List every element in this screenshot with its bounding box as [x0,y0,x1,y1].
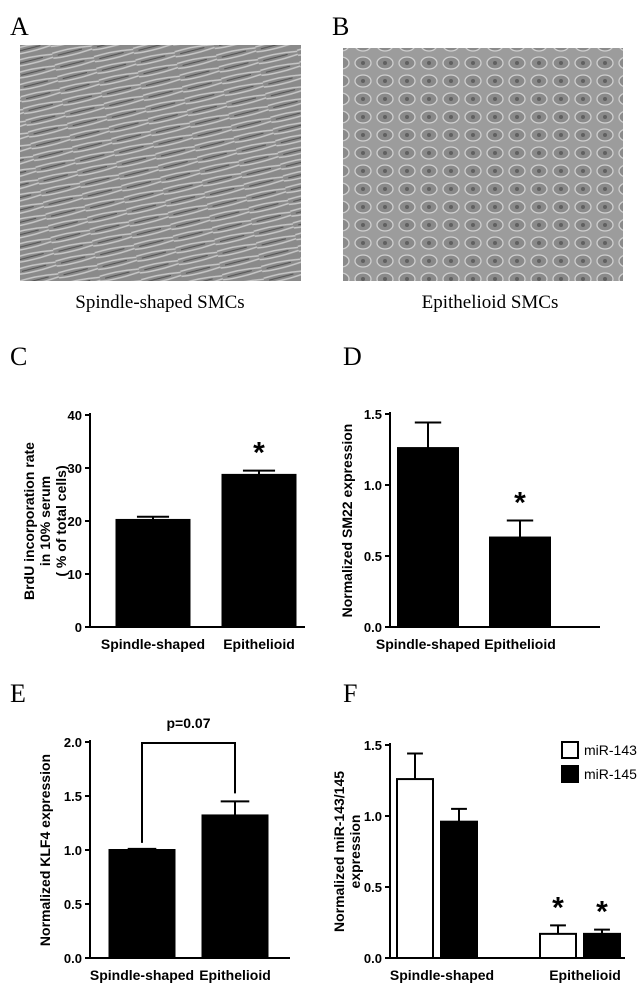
y-tick-label: 0 [75,620,82,635]
significance-mark: * [552,891,564,924]
legend-label: miR-143 [584,742,637,758]
legend-swatch [561,765,579,783]
y-axis-label: BrdU incorporation rate [21,442,37,600]
y-tick-label: 0.0 [364,620,382,635]
y-tick-label: 0.0 [364,951,382,966]
error-bar [550,924,566,934]
image-caption: Spindle-shaped SMCs [75,292,244,313]
y-tick-label: 30 [68,461,82,476]
panel-label: B [332,12,349,41]
y-tick-label: 20 [68,514,82,529]
bar [221,473,297,629]
error-bar [414,421,442,449]
y-tick-label: 1.5 [364,407,382,422]
y-axis-label: ( % of total cells) [53,465,69,576]
annotation: p=0.07 [167,715,211,731]
x-tick-label: Spindle-shaped [390,967,494,983]
bar [397,447,459,628]
y-axis-label: expression [347,815,363,889]
y-axis-label: Normalized SM22 expression [339,424,355,618]
error-bar [136,515,170,520]
x-tick-label: Epithelioid [223,636,295,652]
significance-mark: * [596,896,608,929]
y-tick-label: 0.5 [364,880,382,895]
x-tick-label: Spindle-shaped [376,636,480,652]
panel-label: C [10,342,27,371]
micrograph [20,45,301,281]
error-bar [506,519,534,538]
bar [396,778,434,960]
y-axis-label: Normalized KLF4 expression [37,754,53,946]
significance-mark: * [253,437,265,470]
micrograph [343,48,623,281]
x-tick-label: Epithelioid [199,967,271,983]
bracket [141,742,236,843]
x-tick-label: Spindle-shaped [90,967,194,983]
panel-label: D [343,342,362,371]
bar [440,820,478,959]
bar [115,518,191,628]
y-tick-label: 1.5 [64,789,82,804]
y-tick-label: 1.0 [364,809,382,824]
legend-swatch [561,741,579,759]
x-tick-label: Epithelioid [549,967,621,983]
error-bar [242,469,276,475]
x-tick-label: Spindle-shaped [101,636,205,652]
y-tick-label: 40 [68,408,82,423]
y-tick-label: 0.5 [64,897,82,912]
legend-label: miR-145 [584,766,637,782]
error-bar [451,807,467,822]
x-tick-label: Epithelioid [484,636,556,652]
panel-label: A [10,12,29,41]
bar [201,814,269,959]
error-bar [127,847,157,850]
y-tick-label: 0.5 [364,549,382,564]
y-axis-label: in 10% serum [37,476,53,566]
bar [539,932,577,959]
significance-mark: * [514,487,526,520]
y-tick-label: 0.0 [64,951,82,966]
y-tick-label: 2.0 [64,735,82,750]
bar [489,536,551,628]
error-bar [220,800,250,816]
bar [108,849,176,959]
y-axis-label: Normalized miR-143/145 [331,771,347,932]
y-tick-label: 1.0 [64,843,82,858]
y-tick-label: 1.0 [364,478,382,493]
panel-label: E [10,679,26,708]
error-bar [407,752,423,780]
bar [583,932,621,959]
image-caption: Epithelioid SMCs [422,292,559,313]
y-tick-label: 10 [68,567,82,582]
y-tick-label: 1.5 [364,738,382,753]
panel-label: F [343,679,357,708]
error-bar [594,928,610,934]
